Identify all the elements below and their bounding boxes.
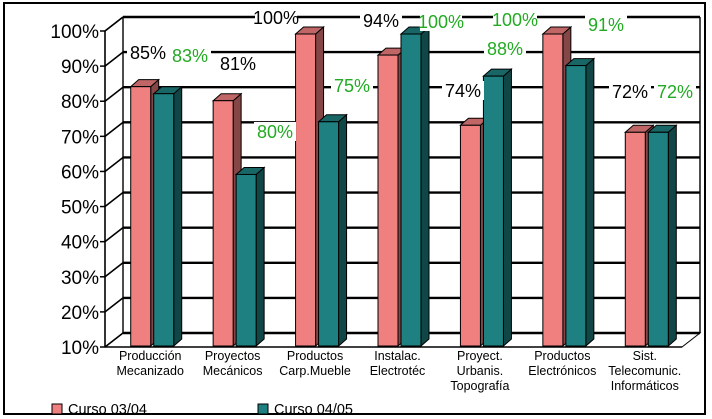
- category-label: Urbanis.: [457, 364, 504, 378]
- data-label: 83%: [172, 46, 208, 66]
- gridline-depth: [104, 297, 124, 313]
- legend-label: Curso 04/05: [274, 402, 353, 418]
- category-label: Productos: [534, 349, 590, 363]
- data-label: 74%: [445, 81, 481, 101]
- y-tick-label: 70%: [61, 127, 99, 148]
- y-tick-label: 30%: [61, 268, 99, 289]
- data-label: 72%: [612, 82, 648, 102]
- category-label: Informáticos: [611, 379, 679, 393]
- bar: [377, 54, 399, 347]
- data-label-bg: [360, 11, 402, 30]
- y-tick-label: 50%: [61, 198, 99, 219]
- category-label: Productos: [287, 349, 343, 363]
- data-label-bg: [493, 11, 537, 30]
- bar: [235, 173, 257, 347]
- bar: [565, 65, 587, 347]
- category-label: Proyectos: [205, 349, 261, 363]
- bar: [624, 131, 646, 347]
- data-label-bg: [484, 39, 526, 58]
- data-label-bg: [331, 76, 373, 95]
- category-label: Proyect.: [457, 349, 503, 363]
- gridline-depth: [104, 227, 124, 243]
- bar: [459, 124, 481, 347]
- bar-side: [502, 68, 512, 348]
- data-label-bg: [654, 82, 696, 101]
- data-label: 100%: [418, 12, 464, 32]
- gridline-depth: [104, 191, 124, 208]
- data-label-bg: [585, 15, 627, 34]
- bar: [153, 93, 175, 347]
- data-label: 81%: [220, 54, 256, 74]
- category-label: Topografía: [450, 379, 509, 393]
- data-label: 100%: [492, 10, 538, 30]
- y-tick-label: 20%: [61, 303, 99, 324]
- bar-side: [420, 25, 430, 348]
- bar: [542, 33, 564, 347]
- bar: [212, 100, 234, 347]
- data-label-bg: [255, 8, 297, 27]
- bar: [130, 86, 152, 347]
- y-tick-label: 60%: [61, 162, 99, 183]
- category-label: Carp.Mueble: [279, 364, 351, 378]
- legend-swatch: [257, 403, 269, 415]
- gridline-depth: [104, 156, 124, 173]
- data-label-bg: [169, 46, 211, 65]
- bar: [318, 121, 340, 347]
- category-label: Electrotéc: [370, 364, 426, 378]
- y-tick-label: 10%: [61, 338, 99, 359]
- data-label-bg: [127, 43, 169, 62]
- data-label: 72%: [657, 82, 693, 102]
- category-label: Mecanizado: [117, 364, 184, 378]
- bar-side: [585, 57, 595, 348]
- legend-swatch: [51, 403, 63, 415]
- y-tick-label: 40%: [61, 233, 99, 254]
- data-label: 100%: [253, 8, 299, 28]
- category-label: Electrónicos: [528, 364, 596, 378]
- bar-side: [255, 166, 265, 348]
- bar: [647, 131, 669, 347]
- gridline-depth: [104, 262, 124, 278]
- category-label: Sist.: [633, 349, 657, 363]
- legend-label: Curso 03/04: [68, 402, 147, 418]
- bar-side: [173, 85, 183, 348]
- y-tick-label: 80%: [61, 92, 99, 113]
- category-label: Instalac.: [374, 349, 421, 363]
- data-label: 88%: [487, 39, 523, 59]
- bar: [482, 75, 504, 347]
- bar: [295, 33, 317, 347]
- data-label-bg: [254, 122, 296, 141]
- gridline-depth: [104, 51, 124, 67]
- data-label-bg: [217, 54, 259, 73]
- data-label-bg: [442, 81, 484, 100]
- data-label-bg: [609, 82, 651, 101]
- bar: [400, 33, 422, 347]
- data-label: 91%: [588, 15, 624, 35]
- gridline-depth: [104, 121, 124, 137]
- y-tick-label: 100%: [50, 22, 99, 43]
- bar-side: [338, 113, 348, 348]
- bar-side: [667, 124, 677, 348]
- data-label: 94%: [363, 11, 399, 31]
- category-label: Mecánicos: [203, 364, 263, 378]
- gridline-depth: [104, 86, 124, 102]
- data-label: 80%: [257, 122, 293, 142]
- wall-edge: [104, 16, 124, 32]
- gridline-depth: [104, 332, 124, 348]
- data-label: 85%: [130, 43, 166, 63]
- category-label: Telecomunic.: [608, 364, 681, 378]
- data-label: 75%: [334, 76, 370, 96]
- data-label-bg: [420, 12, 462, 31]
- y-tick-label: 90%: [61, 57, 99, 78]
- category-label: Producción: [119, 349, 182, 363]
